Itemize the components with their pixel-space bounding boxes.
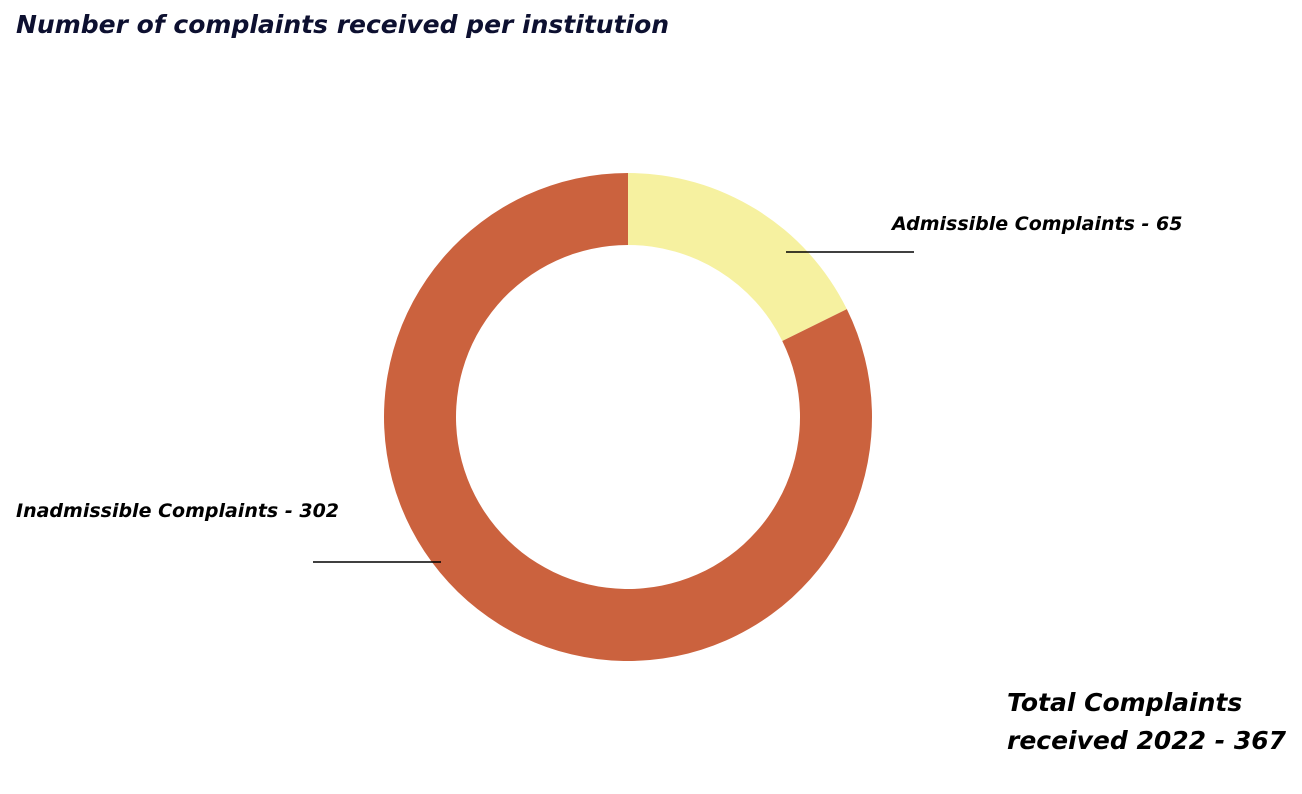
chart-title: Number of complaints received per instit… [16, 10, 670, 39]
inadmissible-slice [384, 173, 872, 661]
inadmissible-complaints-label: Inadmissible Complaints - 302 [16, 500, 340, 522]
admissible-complaints-label: Admissible Complaints - 65 [892, 213, 1183, 235]
admissible-slice [628, 173, 847, 341]
total-complaints-summary: Total Complaints received 2022 - 367 [1007, 684, 1286, 760]
slices-layer [384, 173, 872, 661]
total-line-2: received 2022 - 367 [1007, 726, 1287, 755]
total-line-1: Total Complaints [1007, 688, 1243, 717]
